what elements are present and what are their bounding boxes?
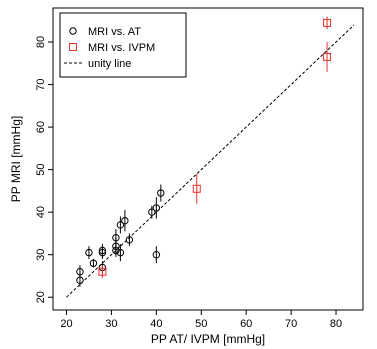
y-axis-label: PP MRI [mmHg]: [9, 116, 23, 202]
y-tick-label: 70: [35, 78, 47, 90]
legend: MRI vs. AT MRI vs. IVPM unity line: [59, 12, 187, 78]
x-tick-label: 60: [240, 318, 252, 330]
x-tick-label: 30: [105, 318, 117, 330]
legend-marker-mri-vs-at: [69, 27, 77, 35]
data-point-circle: [152, 204, 161, 212]
y-tick-label: 20: [35, 291, 47, 303]
data-point-circle: [76, 268, 84, 276]
y-tick-label: 50: [35, 164, 47, 176]
legend-label-mri-vs-at: MRI vs. AT: [88, 26, 141, 38]
data-point-square: [98, 267, 107, 276]
plot-frame: [52, 7, 364, 311]
legend-marker-mri-vs-ivpm: [69, 43, 77, 51]
x-tick-label: 80: [330, 318, 342, 330]
x-tick-label: 40: [150, 318, 162, 330]
y-tick-label: 80: [35, 36, 47, 48]
data-marks: [66, 16, 355, 298]
data-point-circle: [157, 189, 165, 197]
x-axis-label: PP AT/ IVPM [mmHg]: [151, 332, 265, 346]
data-point-circle: [125, 236, 134, 244]
data-point-circle: [98, 246, 107, 255]
data-point-circle: [121, 216, 129, 225]
data-point-circle: [148, 208, 156, 216]
data-point-circle: [89, 259, 98, 267]
data-point-circle: [116, 221, 125, 229]
data-point-circle: [112, 233, 120, 242]
axes: 20 30 40 50 60 70 80 20 30 40 50 60 70 80: [35, 36, 342, 330]
legend-box: [59, 12, 187, 78]
x-tick-label: 20: [60, 318, 72, 330]
y-tick-label: 60: [35, 121, 47, 133]
y-tick-label: 30: [35, 249, 47, 261]
data-point-square: [192, 184, 201, 193]
y-tick-label: 40: [35, 206, 47, 218]
unity-line: [66, 24, 355, 298]
data-point-circle: [116, 248, 125, 257]
data-point-square: [323, 18, 332, 27]
data-point-circle: [152, 251, 161, 259]
legend-label-unity-line: unity line: [88, 58, 131, 70]
data-point-circle: [85, 248, 93, 257]
x-tick-label: 50: [195, 318, 207, 330]
legend-label-mri-vs-ivpm: MRI vs. IVPM: [88, 42, 155, 54]
data-point-square: [323, 52, 332, 61]
x-tick-label: 70: [285, 318, 297, 330]
